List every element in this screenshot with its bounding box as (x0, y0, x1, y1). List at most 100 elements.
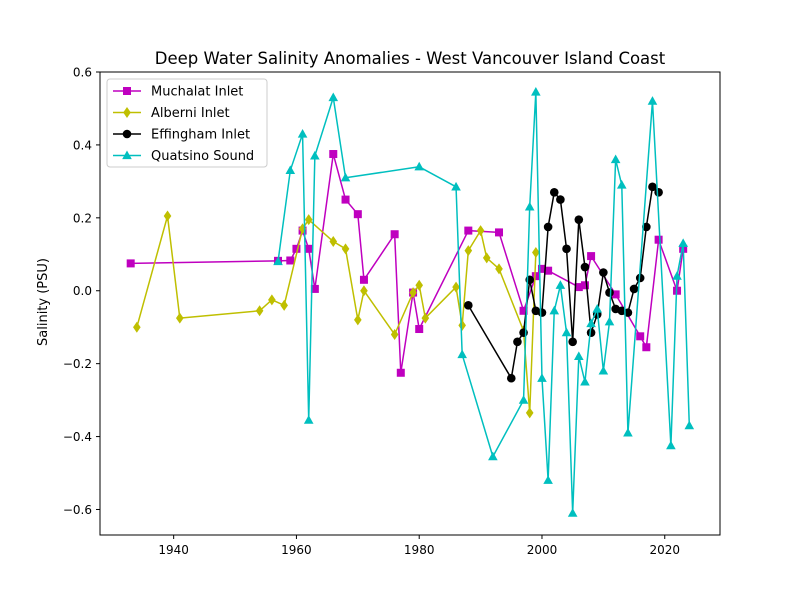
quatsino-sound-point (457, 349, 467, 359)
alberni-inlet-point (409, 287, 417, 299)
effingham-inlet-point (556, 195, 565, 204)
series-alberni-inlet (133, 210, 540, 419)
alberni-inlet-point (458, 319, 466, 331)
muchalat-inlet-point (544, 266, 553, 275)
quatsino-sound-point (666, 440, 676, 450)
alberni-inlet-point (532, 246, 540, 258)
effingham-inlet-point (654, 188, 663, 197)
legend: Muchalat Inlet Alberni Inlet Effingham Inl… (106, 78, 268, 168)
quatsino-sound-point (586, 318, 596, 328)
effingham-inlet-point (599, 268, 608, 277)
muchalat-inlet-point (642, 343, 651, 352)
alberni-inlet-point (255, 305, 264, 317)
quatsino-sound-point (310, 150, 320, 160)
effingham-inlet-point (506, 373, 516, 383)
legend-item-alberni-inlet: Alberni Inlet (113, 106, 230, 121)
muchalat-inlet-point (310, 284, 319, 293)
alberni-inlet-point (476, 225, 485, 237)
muchalat-inlet-point (636, 332, 645, 341)
quatsino-sound-point (623, 427, 633, 437)
effingham-inlet-point (648, 182, 657, 192)
quatsino-sound-line (277, 91, 691, 514)
muchalat-inlet-point (495, 228, 504, 237)
quatsino-sound-point (610, 154, 621, 164)
alberni-inlet-point (280, 299, 288, 311)
muchalat-inlet-point (353, 210, 362, 219)
y-axis: −0.6 −0.4 −0.2 0.0 0.2 0.4 0.6 (63, 66, 100, 517)
y-tick-label: −0.2 (63, 357, 92, 371)
effingham-inlet-point (642, 222, 651, 232)
quatsino-sound-point (672, 271, 682, 280)
alberni-inlet-point (329, 236, 338, 248)
x-tick-label: 1980 (404, 543, 435, 557)
effingham-inlet-point (623, 308, 633, 317)
y-axis-label: Salinity (PSU) (36, 258, 51, 346)
effingham-inlet-point (580, 262, 590, 272)
effingham-inlet-point (464, 301, 473, 310)
quatsino-sound-point (678, 238, 688, 247)
chart-title: Deep Water Salinity Anomalies - West Van… (155, 49, 666, 68)
effingham-inlet-point (537, 308, 547, 317)
legend-item-muchalat-inlet: Muchalat Inlet (113, 85, 243, 100)
effingham-inlet-point (549, 188, 559, 197)
y-tick-label: −0.4 (63, 430, 92, 444)
quatsino-sound-point (592, 303, 603, 313)
muchalat-inlet-point (464, 226, 473, 235)
effingham-inlet-point (629, 284, 639, 294)
legend-swatch-marker (123, 107, 131, 118)
alberni-inlet-point (298, 223, 307, 235)
muchalat-inlet-point (574, 283, 583, 292)
x-axis: 1940 1960 1980 2000 2020 (158, 535, 680, 557)
muchalat-inlet-point (580, 281, 589, 290)
muchalat-inlet-point (537, 264, 546, 273)
muchalat-inlet-point (292, 244, 301, 253)
effingham-inlet-point (568, 337, 577, 347)
series-layer (126, 87, 695, 517)
x-tick-label: 2020 (649, 543, 680, 557)
muchalat-inlet-point (390, 230, 399, 239)
quatsino-sound-point (488, 451, 498, 461)
quatsino-sound-point (273, 256, 283, 266)
legend-label: Alberni Inlet (151, 106, 230, 121)
muchalat-inlet-point (587, 252, 596, 261)
legend-item-effingham-inlet: Effingham Inlet (113, 128, 250, 143)
quatsino-sound-point (567, 508, 578, 517)
quatsino-sound-point (414, 161, 425, 171)
legend-label: Muchalat Inlet (151, 85, 243, 100)
alberni-inlet-point (354, 314, 362, 326)
quatsino-sound-point (518, 395, 529, 404)
alberni-inlet-point (421, 312, 430, 324)
quatsino-sound-point (285, 165, 296, 175)
muchalat-inlet-point (415, 325, 424, 334)
quatsino-sound-point (561, 327, 572, 337)
series-quatsino-sound (273, 87, 695, 517)
alberni-inlet-point (415, 279, 424, 291)
series-effingham-inlet (464, 182, 663, 383)
alberni-inlet-point (452, 281, 460, 293)
effingham-inlet-point (513, 337, 522, 347)
x-tick-label: 1960 (281, 543, 312, 557)
alberni-inlet-point (163, 210, 172, 222)
alberni-inlet-point (133, 321, 141, 333)
alberni-inlet-point (495, 263, 503, 275)
quatsino-sound-point (574, 351, 584, 360)
muchalat-inlet-point (359, 275, 368, 284)
alberni-inlet-point (268, 294, 276, 306)
legend-swatch-marker (122, 150, 132, 160)
alberni-inlet-point (390, 328, 399, 340)
muchalat-inlet-point (126, 259, 135, 268)
legend-swatch-marker (123, 87, 131, 95)
quatsino-sound-point (604, 316, 615, 326)
alberni-inlet-point (360, 285, 368, 297)
quatsino-sound-point (340, 172, 351, 182)
muchalat-inlet-point (654, 235, 663, 244)
muchalat-inlet-point (531, 272, 540, 281)
y-tick-label: 0.0 (73, 284, 92, 298)
muchalat-inlet-point (396, 368, 405, 377)
quatsino-sound-point (684, 420, 695, 430)
y-tick-label: 0.4 (73, 138, 92, 152)
quatsino-sound-point (543, 475, 553, 484)
muchalat-inlet-point (286, 256, 295, 265)
alberni-inlet-point (464, 245, 473, 257)
